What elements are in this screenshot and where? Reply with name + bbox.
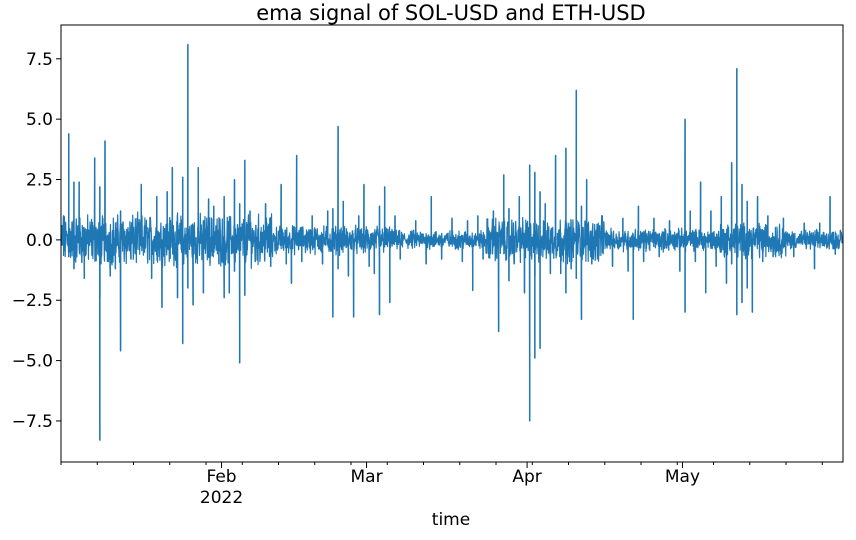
y-tick-label: −5.0 <box>12 352 53 372</box>
x-tick-label: Apr <box>512 467 541 487</box>
y-tick-label: 5.0 <box>26 110 53 130</box>
chart-title: ema signal of SOL-USD and ETH-USD <box>256 1 645 25</box>
series-line-group <box>60 43 844 441</box>
x-tick-label: Mar <box>351 467 383 487</box>
x-tick-label: Feb <box>206 467 236 487</box>
y-tick-label: 2.5 <box>26 171 53 191</box>
y-tick-label: 7.5 <box>26 50 53 70</box>
x-axis-label: time <box>432 510 470 530</box>
plot-area-frame <box>60 24 844 463</box>
y-tick-label: 0.0 <box>26 231 53 251</box>
x-tick-label: May <box>665 467 700 487</box>
series-line <box>60 43 844 441</box>
y-tick-label: −2.5 <box>12 291 53 311</box>
x-tick-sublabel: 2022 <box>200 488 243 508</box>
y-axis: 7.5 5.0 2.5 0.0 −2.5 −5.0 −7.5 <box>12 50 61 432</box>
y-tick-label: −7.5 <box>12 412 53 432</box>
